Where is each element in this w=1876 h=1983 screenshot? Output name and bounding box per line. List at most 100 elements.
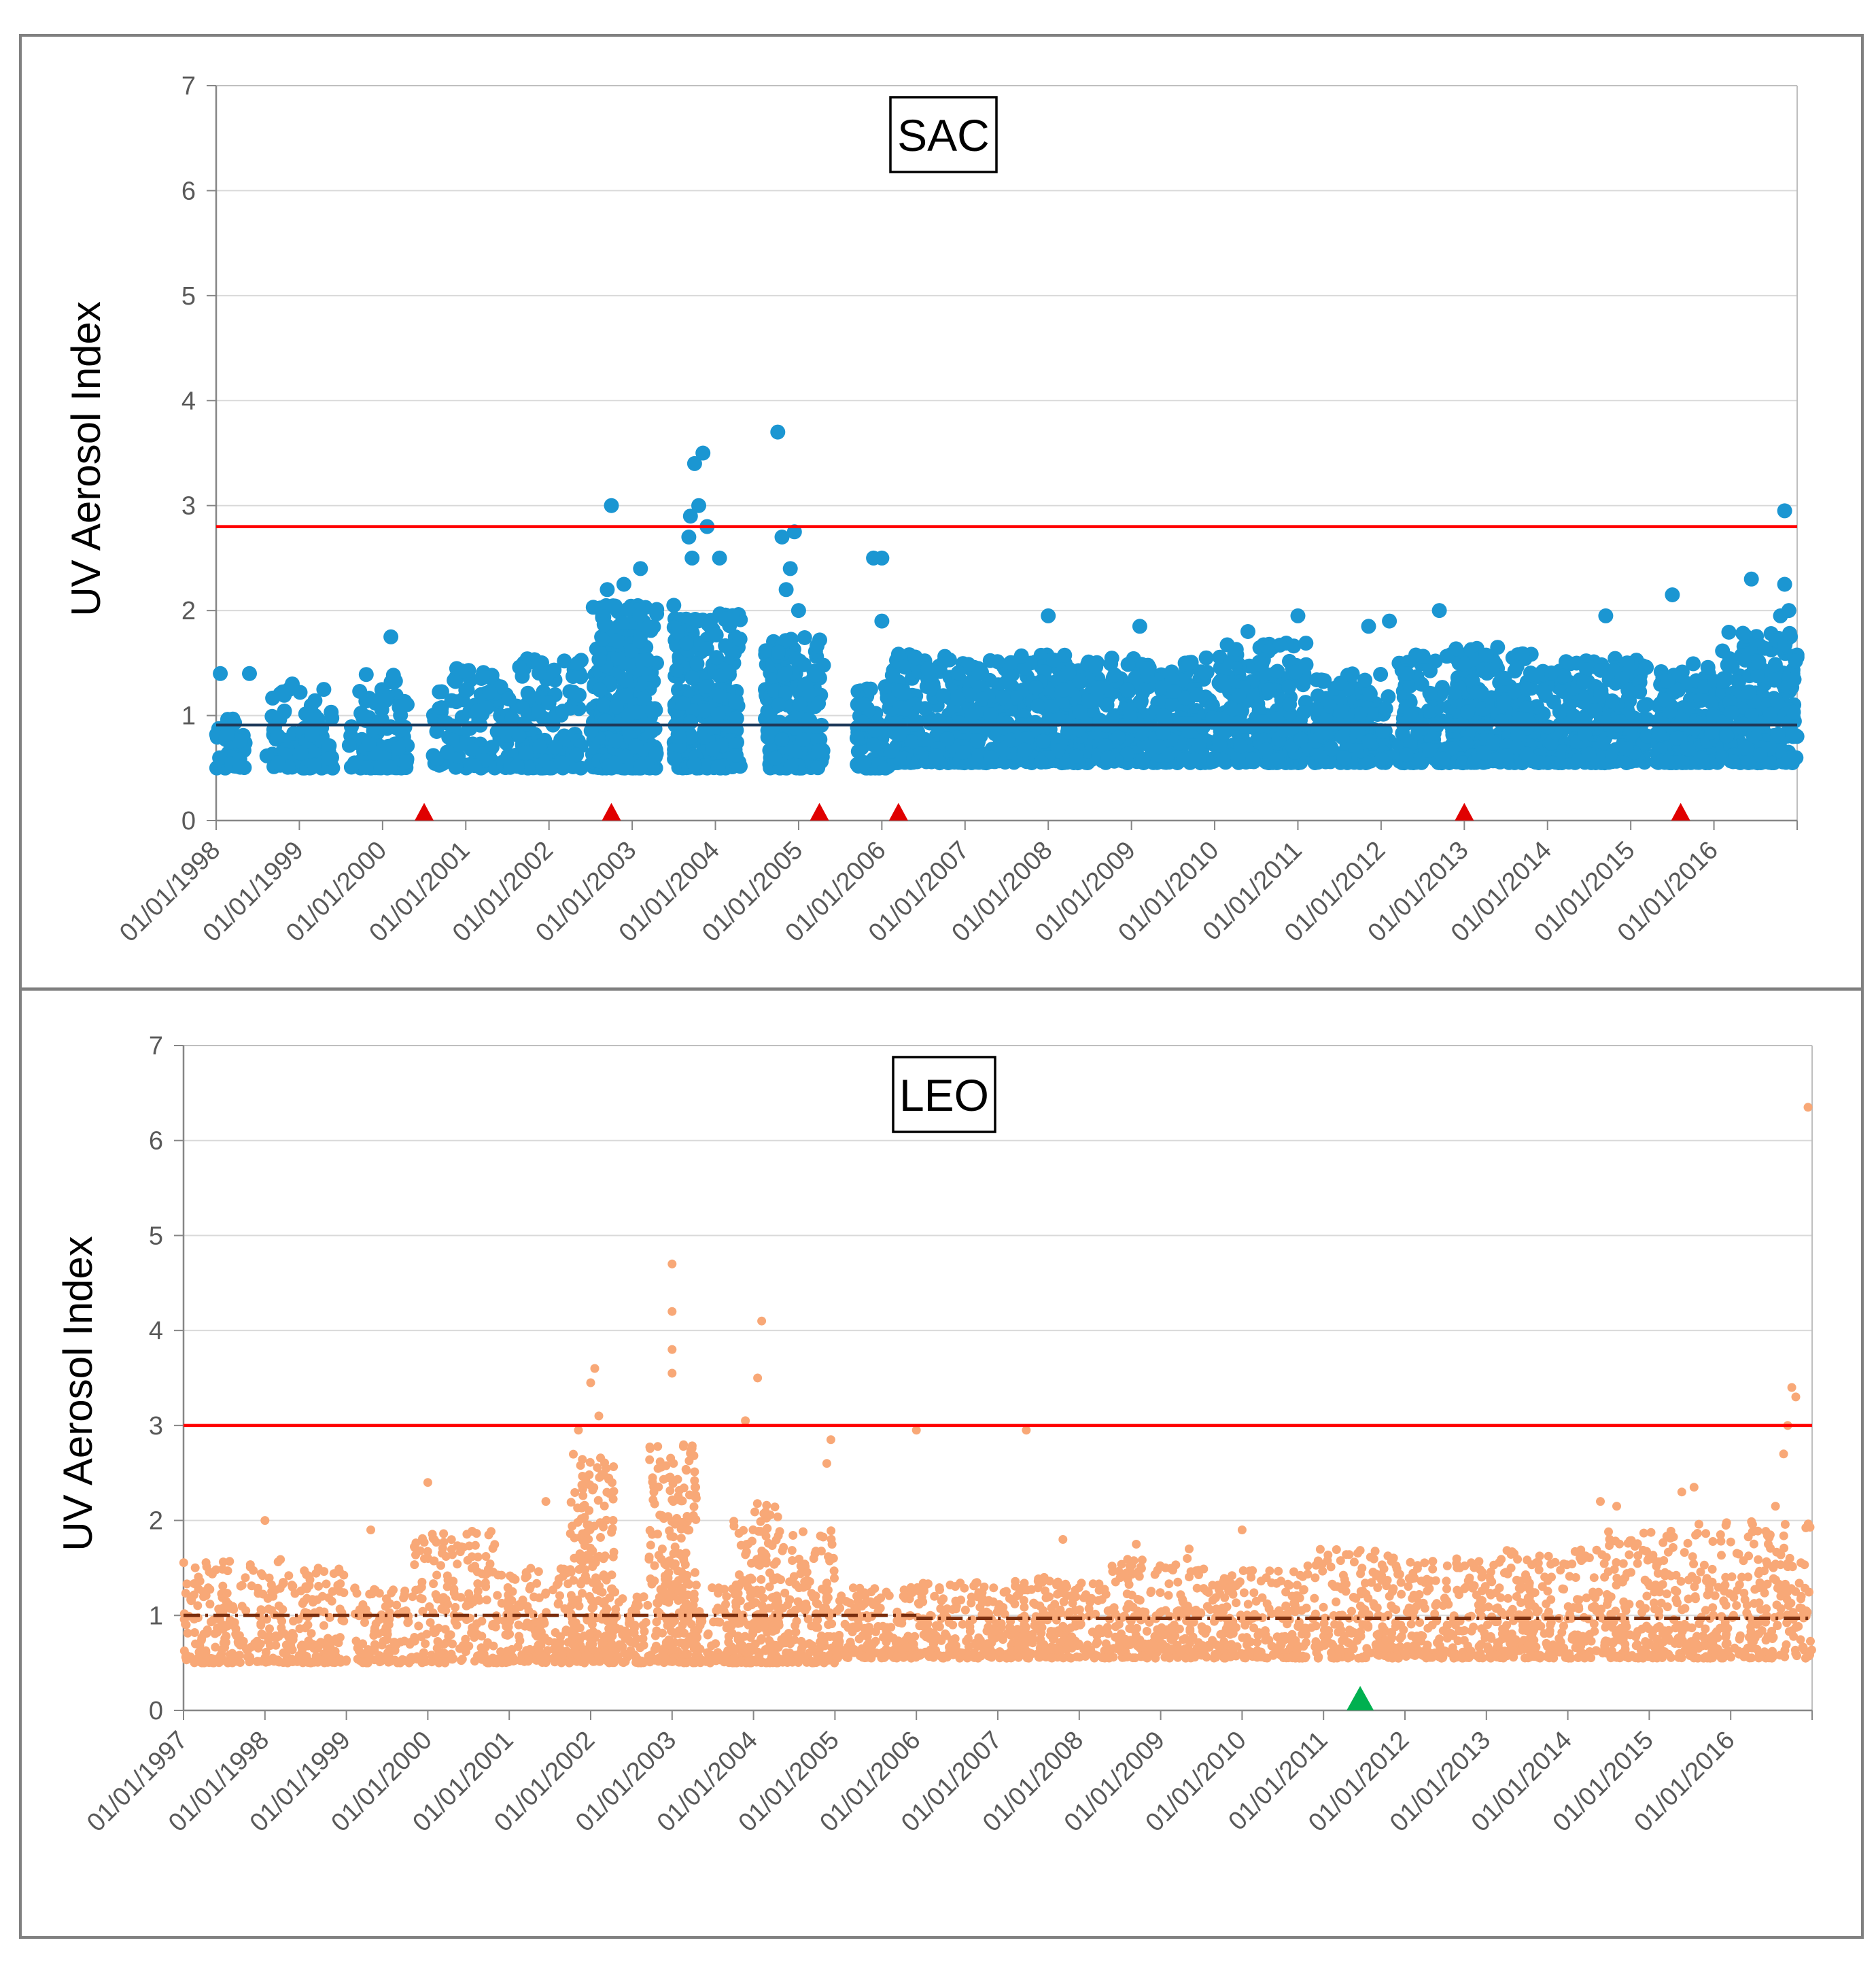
sac-data-point [1490,640,1506,655]
sac-data-point [242,666,257,681]
sac-data-point [1414,676,1429,692]
sac-data-point [697,703,712,719]
sac-data-point [703,613,718,628]
sac-data-point [1557,668,1572,683]
sac-data-point [783,759,799,774]
leo-data-point [201,1558,211,1568]
sac-data-point [1782,625,1797,641]
leo-data-point [410,1633,419,1642]
leo-data-point [570,1533,579,1542]
sac-data-point [591,652,607,667]
leo-data-point [480,1570,489,1579]
leo-data-point [609,1462,619,1471]
leo-y-tick-label: 2 [149,1507,163,1536]
leo-data-point [453,1559,462,1569]
leo-data-point [439,1529,449,1538]
leo-data-point [420,1554,429,1564]
sac-data-point [213,666,228,681]
sac-data-point [770,424,786,440]
sac-data-point [811,695,827,711]
leo-data-point [289,1631,298,1640]
leo-data-point [289,1617,298,1626]
sac-data-point [1575,710,1591,726]
leo-data-point [327,1596,336,1606]
leo-data-point [501,1630,510,1640]
leo-data-point [256,1619,266,1628]
leo-data-point [457,1655,467,1663]
leo-data-point [186,1596,196,1606]
leo-data-point [417,1594,427,1604]
sac-data-point [1281,679,1296,695]
sac-data-point [1750,668,1765,684]
sac-data-point [515,700,530,715]
sac-data-point [1577,727,1593,742]
leo-y-tick-label: 6 [149,1127,163,1156]
sac-data-point [695,445,711,461]
sac-data-point [531,704,546,719]
sac-data-point [1605,693,1620,708]
leo-data-point [381,1594,391,1604]
sac-data-point [1403,707,1419,723]
leo-data-point [411,1538,421,1548]
leo-data-point [488,1620,498,1629]
leo-data-point [432,1644,442,1653]
sac-data-point [1448,641,1464,657]
leo-data-point [534,1567,543,1576]
sac-data-point [795,732,811,748]
leo-data-point [390,1655,400,1665]
leo-data-point [578,1491,588,1500]
sac-data-point [898,701,914,717]
sac-data-point [474,669,490,685]
sac-data-point [557,653,572,669]
sac-data-point [1228,642,1244,657]
leo-data-point [296,1586,306,1596]
sac-y-tick-label: 5 [181,282,196,311]
leo-data-point [222,1589,232,1598]
sac-data-point [618,688,633,704]
leo-data-point [415,1655,424,1664]
leo-data-point [425,1618,435,1627]
sac-data-point [1028,714,1043,730]
sac-data-point [361,736,377,752]
sac-data-point [1255,714,1270,729]
sac-data-point [728,694,744,710]
sac-data-point [1474,685,1489,700]
leo-data-point [335,1567,345,1576]
sac-data-point [633,759,648,774]
sac-data-point [969,734,985,748]
sac-data-point [212,750,228,765]
sac-data-point [629,704,644,720]
sac-data-point [792,696,807,712]
sac-data-point [1069,748,1084,764]
sac-data-point [1415,649,1431,664]
leo-data-point [502,1646,512,1656]
leo-data-point [578,1455,587,1464]
sac-data-point [637,691,653,706]
sac-data-point [1786,704,1801,720]
leo-data-point [314,1581,324,1591]
leo-data-point [557,1658,566,1668]
leo-data-point [602,1487,612,1497]
sac-data-point [791,603,806,619]
sac-data-point [1189,687,1205,703]
sac-data-point [801,712,816,727]
leo-y-tick-label: 0 [149,1697,163,1725]
sac-data-point [1671,683,1686,698]
leo-data-point [256,1569,266,1579]
sac-data-point [1217,725,1232,740]
sac-data-point [1374,752,1389,768]
sac-data-point [1476,745,1492,761]
sac-data-point [1767,672,1782,688]
leo-data-point [585,1458,595,1467]
leo-data-point [225,1557,234,1566]
leo-data-point [213,1623,222,1633]
leo-y-tick-label: 7 [149,1032,163,1061]
sac-data-point [374,702,389,717]
sac-data-point [596,617,612,632]
leo-data-point [455,1547,465,1557]
leo-data-point [179,1558,188,1568]
leo-data-point [532,1632,542,1641]
sac-data-point [358,760,374,775]
sac-data-point [1151,739,1166,755]
